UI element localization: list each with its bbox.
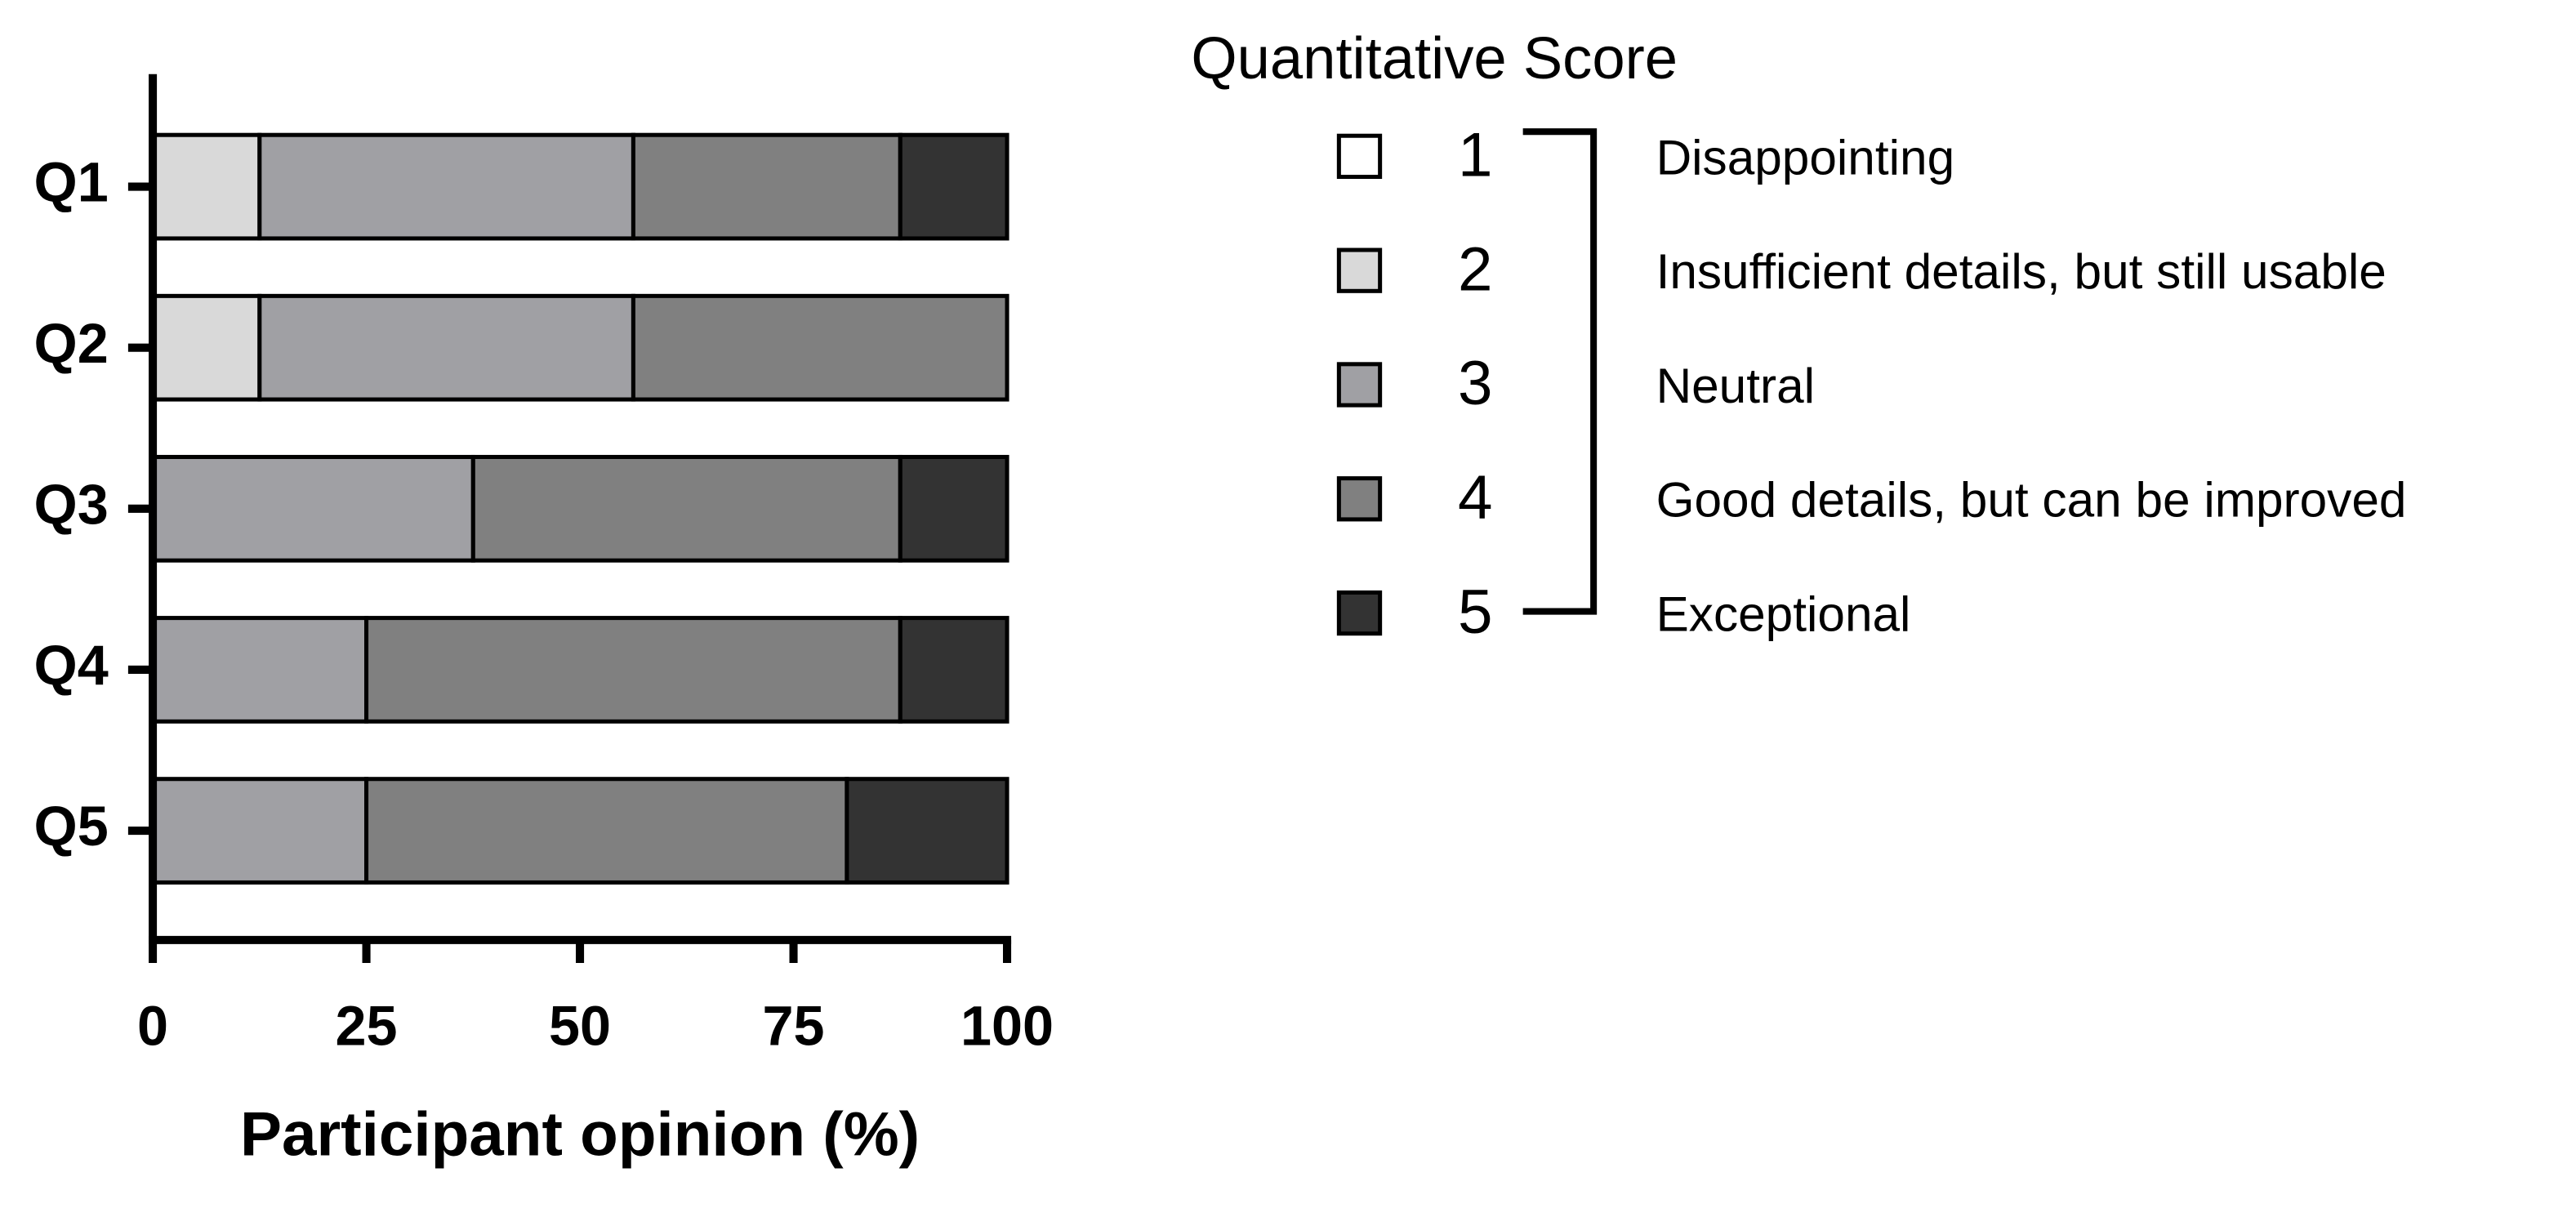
bar-segment (257, 132, 635, 241)
x-tick-label: 75 (763, 996, 825, 1058)
legend-description: Exceptional (1656, 586, 1911, 642)
legend-swatch (1336, 362, 1383, 408)
bar-segment (150, 132, 262, 241)
y-tick-label: Q5 (34, 796, 109, 858)
bar-segment (898, 616, 1009, 724)
bar-segment (631, 132, 902, 241)
x-axis-title: Participant opinion (%) (240, 1099, 920, 1169)
legend-swatch (1336, 590, 1383, 636)
y-tick-label: Q4 (34, 635, 109, 697)
y-tick-label: Q3 (34, 474, 109, 536)
legend-label: 3 (1458, 349, 1493, 418)
x-tick-label: 0 (137, 996, 168, 1058)
legend-label: 1 (1458, 121, 1493, 190)
bar-segment (845, 777, 1009, 885)
y-tick-label: Q1 (34, 152, 109, 214)
legend-swatch (1336, 247, 1383, 293)
legend-description: Neutral (1656, 358, 1815, 413)
x-tick-label: 25 (336, 996, 398, 1058)
legend-label: 4 (1458, 463, 1493, 533)
legend-description: Good details, but can be improved (1656, 472, 2407, 528)
bar-segment (631, 293, 1009, 402)
legend-title: Quantitative Score (1191, 25, 1678, 91)
bar-segment (150, 293, 262, 402)
bar-segment (150, 616, 369, 724)
legend-description: Insufficient details, but still usable (1656, 243, 2387, 299)
x-tick-label: 50 (549, 996, 611, 1058)
bar-segment (150, 454, 475, 563)
legend-description: Disappointing (1656, 129, 1955, 185)
legend-swatch (1336, 476, 1383, 522)
legend-label: 5 (1458, 577, 1493, 647)
bar-segment (898, 454, 1009, 563)
legend-bracket (1522, 128, 1598, 615)
bar-segment (470, 454, 902, 563)
x-tick-label: 100 (960, 996, 1054, 1058)
y-tick-label: Q2 (34, 313, 109, 375)
bar-segment (364, 777, 849, 885)
legend-swatch (1336, 133, 1383, 180)
bar-segment (364, 616, 902, 724)
bar-segment (150, 777, 369, 885)
bar-segment (257, 293, 635, 402)
legend-label: 2 (1458, 234, 1493, 304)
bar-segment (898, 132, 1009, 241)
